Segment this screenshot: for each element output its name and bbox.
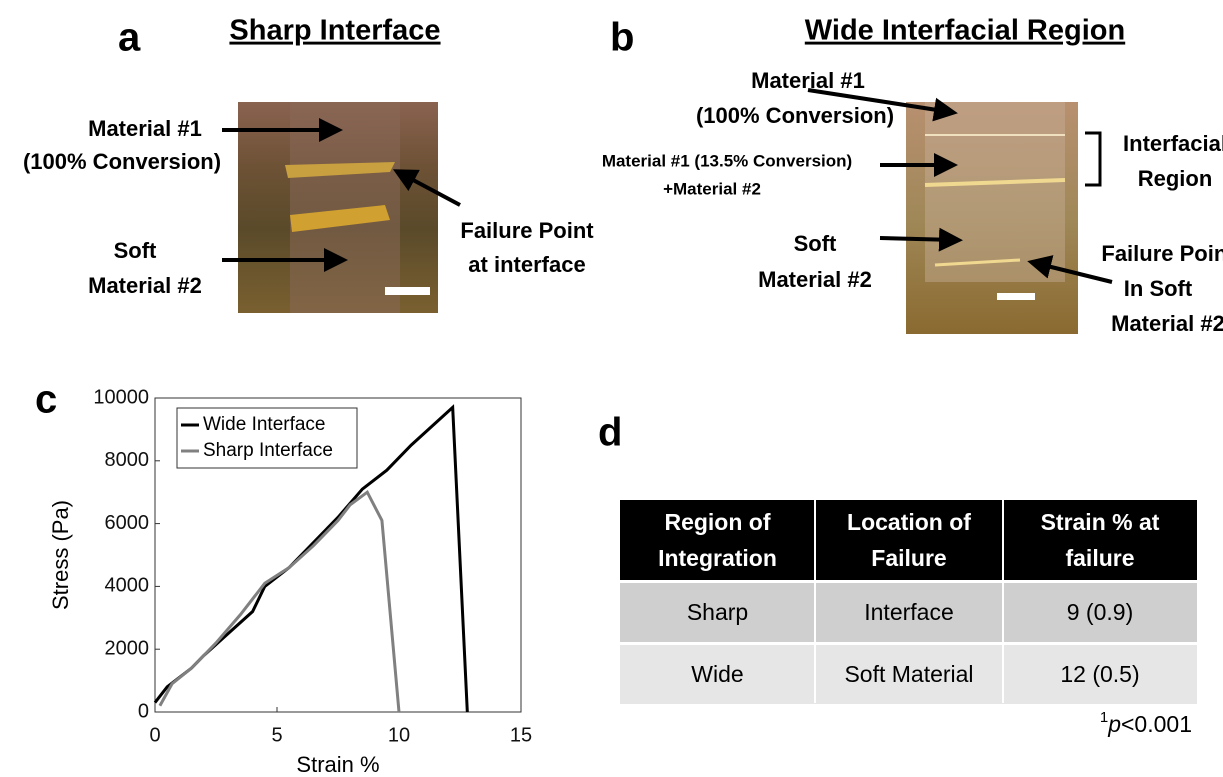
- table-cell: Soft Material: [844, 661, 973, 687]
- label: Material #2: [758, 267, 872, 292]
- label: Region: [1138, 166, 1213, 191]
- label: at interface: [468, 252, 585, 277]
- x-tick-label: 0: [149, 724, 160, 746]
- label: Material #1 (13.5% Conversion): [602, 151, 852, 170]
- header-sup: 1: [1136, 541, 1144, 557]
- header-cell: Region of: [664, 509, 770, 535]
- footnote-p: p: [1107, 711, 1121, 737]
- footnote-text: <0.001: [1121, 711, 1192, 737]
- panel-title: Sharp Interface: [229, 15, 440, 47]
- legend-label: Wide Interface: [203, 414, 326, 435]
- panel-title: Wide Interfacial Region: [805, 15, 1125, 47]
- x-axis-label: Strain %: [296, 752, 379, 777]
- scale-bar: [997, 293, 1035, 300]
- y-tick-label: 10000: [93, 386, 149, 408]
- header-cell: Integration: [658, 545, 777, 571]
- x-tick-label: 15: [510, 724, 532, 746]
- panel-letter: a: [118, 16, 141, 60]
- header-cell: Location of: [847, 509, 971, 535]
- label: +Material #2: [663, 179, 761, 198]
- x-tick-label: 5: [271, 724, 282, 746]
- label: Material #1: [751, 68, 865, 93]
- label: (100% Conversion): [23, 149, 221, 174]
- table-cell: 12 (0.5): [1060, 661, 1139, 687]
- y-tick-label: 0: [138, 700, 149, 722]
- y-tick-label: 6000: [105, 512, 150, 534]
- y-tick-label: 8000: [105, 449, 150, 471]
- label: Soft: [114, 238, 157, 263]
- label: Interfacial: [1123, 131, 1223, 156]
- figure: a Sharp Interface Material #1 (100% Conv…: [0, 0, 1223, 777]
- label: Material #1: [88, 116, 202, 141]
- panel-letter: b: [610, 16, 634, 60]
- y-tick-label: 2000: [105, 637, 150, 659]
- footnote-sup: 1: [1100, 709, 1108, 726]
- arrow: [880, 238, 955, 240]
- footnote: 1p<0.001: [1100, 709, 1192, 737]
- x-tick-label: 10: [388, 724, 410, 746]
- page: {"panels": { "a": {"letter": "a", "title…: [0, 0, 1223, 777]
- sample: [925, 102, 1065, 282]
- label: Failure Point: [460, 218, 594, 243]
- table-cell: Sharp: [687, 599, 748, 625]
- label: Material #2: [1111, 311, 1223, 336]
- header-cell: failure: [1065, 545, 1134, 571]
- scale-bar: [385, 287, 430, 295]
- panel-letter: c: [35, 378, 57, 422]
- chart: 0 5 10 15 0 2000 4000 6000 8000 10000 Strain % Stre…: [48, 386, 532, 777]
- table-cell: 9 (0.9): [1067, 599, 1133, 625]
- label: In Soft: [1124, 276, 1193, 301]
- legend-label: Sharp Interface: [203, 440, 333, 461]
- bracket: [1085, 133, 1100, 185]
- table-cell: Interface: [864, 599, 954, 625]
- header-cell: Strain % at: [1041, 509, 1160, 535]
- table-cell: Wide: [691, 661, 743, 687]
- label: Material #2: [88, 273, 202, 298]
- label: Soft: [794, 231, 837, 256]
- y-tick-label: 4000: [105, 575, 150, 597]
- label: (100% Conversion): [696, 103, 894, 128]
- header-cell: Failure: [871, 545, 946, 571]
- y-axis-label: Stress (Pa): [48, 500, 73, 610]
- label: Failure Point: [1101, 241, 1223, 266]
- table: Region of Integration Location of Failure St…: [620, 500, 1197, 704]
- panel-letter: d: [598, 411, 622, 455]
